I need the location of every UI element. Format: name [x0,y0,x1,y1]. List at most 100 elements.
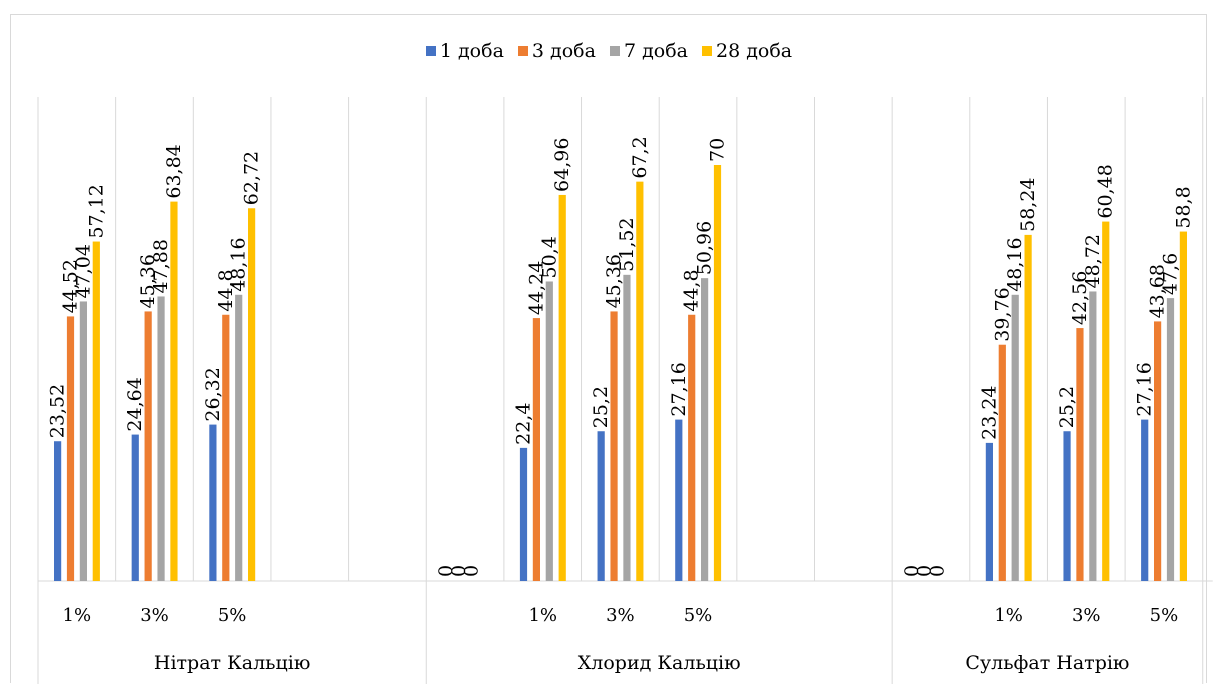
bar-сульфат-натрію-5-3-доба [1154,321,1162,581]
chart-frame [10,14,1207,683]
data-label: 0 [914,565,936,577]
group-label: Сульфат Натрію [965,652,1129,674]
bar-сульфат-натрію-3-28-доба [1102,221,1110,582]
data-label: 51,52 [616,217,638,271]
category-label: 1% [63,605,92,626]
legend-item-7-doba: 7 доба [609,40,688,62]
bar-хлорид-кальцію-3-7-доба [623,274,631,581]
bar-хлорид-кальцію-1-3-доба [532,318,540,581]
data-label: 0 [927,565,949,577]
data-label: 48,16 [1004,237,1026,291]
legend-item-3-doba: 3 доба [517,40,596,62]
category-label: 1% [994,605,1023,626]
legend-swatch-28-doba [702,46,712,56]
bar-нітрат-кальцію-3-7-доба [157,296,165,581]
group-label: Нітрат Кальцію [154,652,310,674]
data-label: 42,56 [1069,271,1091,325]
data-label: 45,36 [137,254,159,308]
bar-нітрат-кальцію-3-1-доба [131,434,139,581]
data-label: 50,96 [694,221,716,275]
data-label: 62,72 [241,151,263,205]
data-label: 60,48 [1095,164,1117,218]
data-label: 47,6 [1160,253,1182,295]
data-label: 26,32 [202,367,224,421]
data-label: 44,24 [525,261,547,315]
bar-хлорид-кальцію-5-28-доба [713,165,722,581]
bar-сульфат-натрію-3-3-доба [1076,328,1084,581]
bar-хлорид-кальцію-1-1-доба [519,447,528,581]
bar-сульфат-натрію-1-3-доба [998,344,1006,581]
category-label: 5% [218,605,247,626]
category-label: 5% [684,605,713,626]
data-label: 48,16 [228,237,250,291]
bar-хлорид-кальцію-5-1-доба [675,419,683,581]
bar-сульфат-натрію-1-1-доба [985,442,993,581]
bar-хлорид-кальцію-1-28-доба [558,194,566,581]
data-label: 0 [461,565,483,577]
bar-нітрат-кальцію-5-3-доба [222,314,230,581]
bar-нітрат-кальцію-5-1-доба [209,424,217,581]
bar-хлорид-кальцію-1-7-доба [545,281,553,581]
data-label: 67,2 [629,136,651,178]
data-label: 24,64 [124,377,146,431]
legend-label-3-doba: 3 доба [531,40,596,62]
bar-сульфат-натрію-3-1-доба [1063,431,1071,581]
legend-item-28-doba: 28 доба [702,40,792,62]
bar-сульфат-натрію-5-7-доба [1166,298,1175,581]
bar-хлорид-кальцію-3-3-доба [610,311,618,581]
bar-нітрат-кальцію-5-28-доба [248,208,256,581]
bar-нітрат-кальцію-1-28-доба [92,241,100,581]
legend-swatch-1-doba [425,46,436,56]
legend-item-1-doba: 1 доба [425,40,504,62]
bar-хлорид-кальцію-5-3-доба [688,314,696,581]
bar-сульфат-натрію-5-28-доба [1179,231,1187,581]
data-label: 45,36 [603,254,625,308]
bar-сульфат-натрію-3-7-доба [1089,291,1097,581]
bar-хлорид-кальцію-3-28-доба [636,181,644,581]
bar-сульфат-натрію-1-7-доба [1011,294,1019,581]
data-label: 0 [435,565,457,577]
data-label: 27,16 [1134,362,1156,416]
data-label: 58,24 [1017,177,1039,231]
bar-хлорид-кальцію-5-7-доба [701,278,709,581]
category-label: 1% [528,605,557,626]
data-label: 57,12 [85,184,107,238]
data-label: 0 [448,565,470,577]
category-label: 3% [1072,605,1101,626]
category-label: 3% [606,605,635,626]
data-label: 47,88 [150,239,172,293]
data-label: 0 [901,565,923,577]
bar-нітрат-кальцію-5-7-доба [235,294,243,581]
data-label: 63,84 [163,144,185,198]
legend-label-1-doba: 1 доба [439,40,504,62]
bar-нітрат-кальцію-1-1-доба [54,441,62,581]
data-label: 44,8 [215,269,237,311]
bar-сульфат-натрію-1-28-доба [1024,234,1032,581]
legend-label-28-doba: 28 доба [716,40,793,62]
category-label: 3% [140,605,169,626]
bar-хлорид-кальцію-3-1-доба [597,431,605,581]
data-label: 25,2 [590,386,612,428]
bar-нітрат-кальцію-1-3-доба [66,316,75,581]
legend-label-7-doba: 7 доба [623,40,688,62]
data-label: 58,8 [1172,186,1194,228]
data-label: 50,4 [538,236,560,278]
data-label: 47,04 [72,244,94,298]
data-label: 48,72 [1082,234,1104,288]
legend-swatch-3-doba [517,46,528,56]
legend-swatch-7-doba [609,46,620,56]
bar-нітрат-кальцію-3-28-доба [170,201,178,581]
data-label: 23,52 [47,384,69,438]
data-label: 43,68 [1147,264,1169,318]
data-label: 70 [707,138,729,162]
data-label: 39,76 [991,287,1013,341]
legend: 1 доба 3 доба 7 доба 28 доба [0,40,1218,62]
bar-нітрат-кальцію-3-3-доба [144,311,152,581]
group-label: Хлорид Кальцію [578,652,741,674]
data-label: 44,8 [681,269,703,311]
data-label: 23,24 [978,385,1000,439]
data-label: 27,16 [668,362,690,416]
bar-сульфат-натрію-5-1-доба [1141,419,1149,581]
category-label: 5% [1150,605,1179,626]
